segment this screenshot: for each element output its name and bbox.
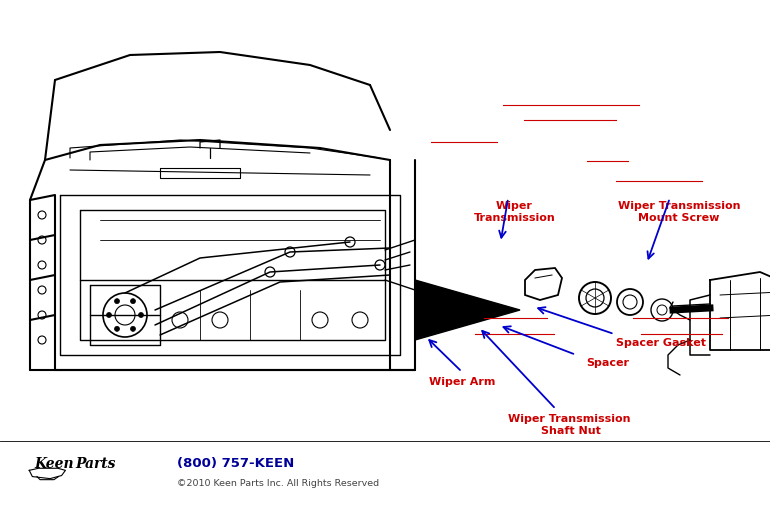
Circle shape [345, 237, 355, 247]
Circle shape [106, 312, 112, 318]
Text: Wiper Arm: Wiper Arm [429, 377, 495, 387]
Circle shape [139, 312, 143, 318]
Circle shape [115, 299, 119, 304]
Text: Keen: Keen [35, 457, 74, 471]
Circle shape [115, 326, 119, 332]
Circle shape [285, 247, 295, 257]
Circle shape [130, 326, 136, 332]
Text: ©2010 Keen Parts Inc. All Rights Reserved: ©2010 Keen Parts Inc. All Rights Reserve… [177, 479, 380, 488]
Circle shape [265, 267, 275, 277]
Text: Wiper Transmission
Mount Screw: Wiper Transmission Mount Screw [618, 201, 741, 223]
Text: Wiper Transmission 
Shaft Nut: Wiper Transmission Shaft Nut [508, 414, 634, 436]
Text: Spacer Gasket: Spacer Gasket [616, 338, 706, 348]
Circle shape [130, 299, 136, 304]
Text: Wiper
Transmission: Wiper Transmission [474, 201, 555, 223]
Text: Spacer: Spacer [587, 358, 630, 368]
Polygon shape [415, 280, 520, 340]
Text: (800) 757-KEEN: (800) 757-KEEN [177, 457, 294, 470]
Text: Parts: Parts [75, 457, 116, 471]
Circle shape [375, 260, 385, 270]
